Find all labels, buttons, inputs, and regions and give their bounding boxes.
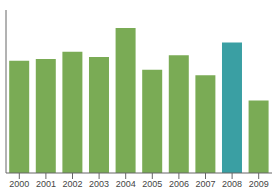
svg-text:2008: 2008	[222, 179, 242, 189]
svg-text:2009: 2009	[249, 179, 269, 189]
svg-text:2000: 2000	[9, 179, 29, 189]
svg-text:2003: 2003	[89, 179, 109, 189]
svg-text:2005: 2005	[142, 179, 162, 189]
svg-text:2007: 2007	[195, 179, 215, 189]
svg-text:2002: 2002	[62, 179, 82, 189]
svg-text:2006: 2006	[169, 179, 189, 189]
svg-text:2001: 2001	[36, 179, 56, 189]
svg-text:2004: 2004	[116, 179, 136, 189]
